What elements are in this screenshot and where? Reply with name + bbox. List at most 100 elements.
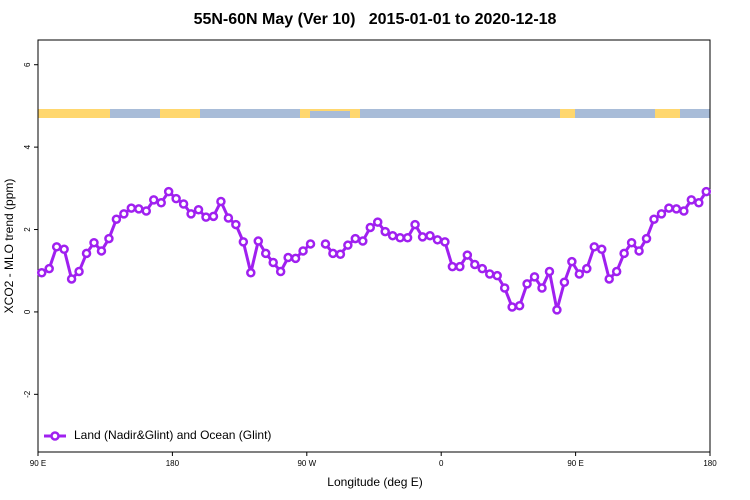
point: [290, 253, 301, 264]
y-tick-label: 2: [23, 227, 32, 232]
y-axis-label: XCO2 - MLO trend (ppm): [2, 179, 16, 314]
point: [574, 269, 585, 279]
y-tick-label: 4: [23, 144, 32, 149]
point: [432, 235, 443, 245]
point: [81, 248, 92, 259]
point: [36, 268, 47, 278]
point: [178, 199, 189, 209]
point: [611, 266, 622, 277]
point: [104, 233, 114, 244]
point: [380, 226, 390, 237]
point: [111, 214, 122, 224]
point: [126, 203, 137, 213]
point: [59, 244, 69, 255]
point: [455, 261, 465, 272]
point: [626, 237, 637, 248]
point: [619, 248, 629, 259]
point: [163, 186, 174, 197]
point: [268, 257, 278, 268]
y-tick-label: 0: [23, 309, 32, 314]
point: [358, 236, 368, 246]
point: [231, 219, 241, 230]
point: [641, 233, 652, 244]
point: [529, 272, 540, 282]
point: [582, 263, 592, 274]
point: [507, 302, 517, 312]
x-tick-label: 180: [703, 459, 717, 468]
point: [44, 263, 54, 274]
chart-title: 55N-60N May (Ver 10) 2015-01-01 to 2020-…: [194, 11, 557, 28]
point: [679, 206, 689, 216]
point: [134, 204, 144, 214]
point: [402, 233, 413, 243]
point: [298, 246, 308, 256]
point: [552, 305, 562, 315]
point: [440, 237, 450, 247]
point: [66, 274, 77, 284]
point: [649, 214, 659, 224]
point: [694, 197, 704, 208]
point: [559, 277, 570, 288]
point: [208, 211, 219, 222]
point: [514, 300, 525, 311]
point: [410, 219, 420, 230]
point: [328, 248, 338, 259]
x-tick-label: 180: [166, 459, 180, 468]
point: [395, 233, 405, 243]
point: [387, 230, 398, 241]
point: [305, 239, 316, 249]
point: [462, 250, 473, 260]
point: [567, 256, 577, 267]
y-tick-label: 6: [23, 62, 32, 67]
legend-label: Land (Nadir&Glint) and Ocean (Glint): [74, 428, 271, 442]
point: [522, 279, 532, 289]
point: [260, 248, 271, 259]
point: [664, 203, 674, 213]
plot-frame: [37, 39, 711, 453]
point: [216, 196, 226, 207]
point: [350, 233, 361, 244]
point: [499, 283, 510, 293]
point: [96, 246, 107, 256]
point: [537, 283, 547, 293]
point: [246, 268, 256, 278]
point: [119, 209, 129, 219]
point: [193, 204, 204, 215]
point: [686, 195, 697, 205]
point: [148, 195, 159, 205]
point: [51, 242, 62, 252]
point: [589, 242, 600, 252]
x-tick-label: 90 E: [30, 459, 46, 468]
point: [186, 209, 196, 219]
point: [89, 237, 99, 248]
x-tick-label: 90 E: [567, 459, 583, 468]
point: [141, 206, 152, 216]
point: [425, 230, 435, 241]
x-axis-label: Longitude (deg E): [327, 475, 422, 489]
point: [656, 209, 667, 219]
point: [171, 193, 181, 204]
point: [365, 222, 376, 233]
point: [275, 266, 286, 277]
x-tick-label: 0: [439, 459, 444, 468]
land-ocean-strip: [38, 109, 710, 118]
point: [701, 186, 712, 197]
point: [253, 236, 264, 246]
point: [201, 212, 211, 222]
point: [372, 217, 383, 227]
point: [477, 263, 488, 274]
point: [335, 249, 346, 259]
point: [671, 204, 682, 214]
point: [223, 213, 234, 223]
point: [492, 270, 502, 281]
legend-marker: [50, 431, 60, 441]
point: [283, 252, 293, 263]
point: [470, 259, 480, 270]
x-tick-label: 90 W: [297, 459, 316, 468]
point: [238, 237, 249, 247]
point: [156, 197, 166, 208]
series-line: [324, 190, 708, 311]
y-tick-label: -2: [23, 390, 32, 398]
point: [596, 244, 607, 255]
